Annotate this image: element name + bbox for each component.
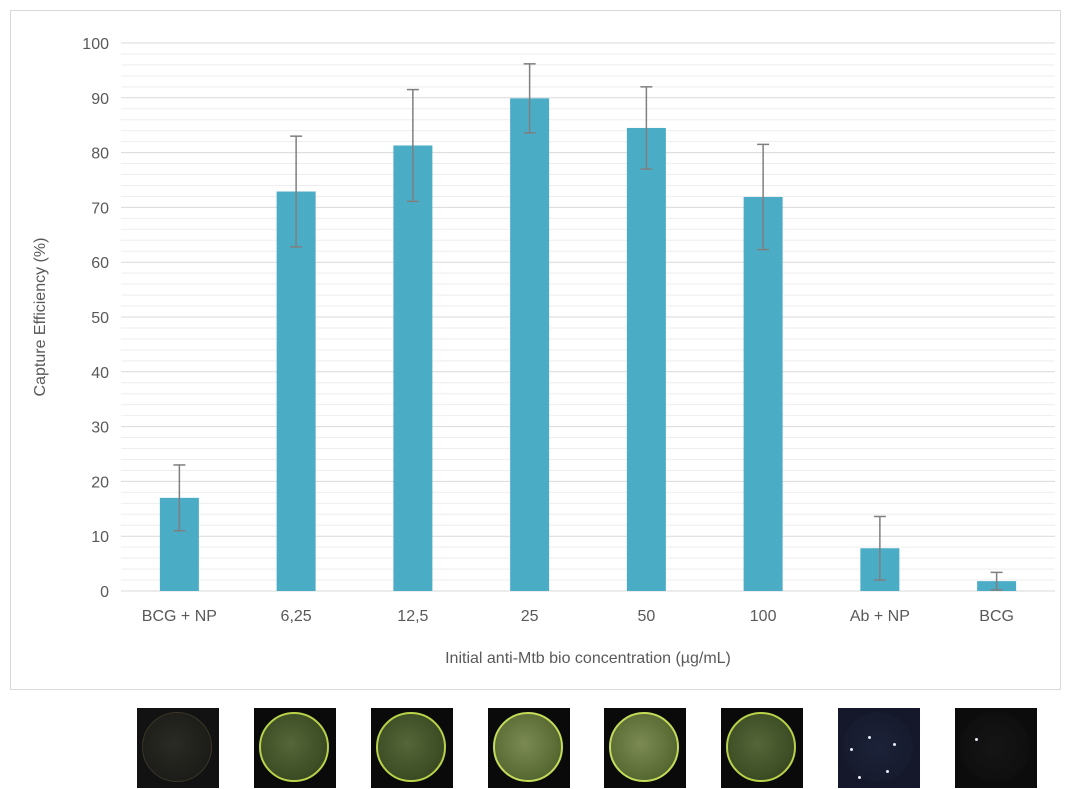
x-tick-label: Ab + NP — [850, 608, 910, 625]
bright-speck — [892, 743, 896, 746]
y-tick-label: 50 — [91, 310, 109, 327]
y-axis-title: Capture Efficiency (%) — [32, 238, 49, 397]
y-tick-label: 90 — [91, 91, 109, 108]
petri-dish-image — [492, 712, 563, 782]
bar — [393, 145, 433, 591]
bar — [276, 191, 316, 591]
x-tick-label: 25 — [521, 608, 539, 625]
sample-thumbnail — [837, 708, 920, 788]
y-tick-label: 60 — [91, 255, 109, 272]
error-bar — [406, 88, 419, 203]
y-tick-label: 100 — [82, 36, 109, 53]
y-tick-label: 80 — [91, 146, 109, 163]
error-bar — [290, 135, 303, 248]
error-bar — [757, 143, 770, 251]
x-tick-label: 6,25 — [281, 608, 312, 625]
chart-frame: 0 10 20 30 40 50 60 70 80 90 100 BCG + NP 6,25 12,5 2… — [10, 10, 1061, 690]
bar — [510, 98, 550, 592]
y-tick-label: 20 — [91, 474, 109, 491]
sample-thumbnail — [721, 708, 804, 788]
grid-lines — [121, 42, 1055, 592]
petri-dish-image — [142, 712, 213, 782]
y-tick-label: 30 — [91, 420, 109, 437]
sample-thumbnail — [954, 708, 1037, 788]
error-bar — [640, 86, 653, 170]
error-bar — [873, 515, 886, 581]
error-bars — [173, 63, 1003, 591]
y-tick-label: 70 — [91, 200, 109, 217]
capture-efficiency-chart: 0 10 20 30 40 50 60 70 80 90 100 BCG + NP 6,25 12,5 2… — [32, 36, 1055, 667]
petri-dish-image — [375, 712, 446, 782]
sample-thumbnail — [604, 708, 687, 788]
bright-speck — [867, 736, 871, 739]
petri-dish-image — [842, 712, 913, 782]
error-bar — [523, 63, 536, 134]
sample-thumbnail — [137, 708, 220, 788]
bar — [743, 196, 783, 591]
sample-thumbnail — [487, 708, 570, 788]
y-axis-ticks: 0 10 20 30 40 50 60 70 80 90 100 — [82, 36, 109, 601]
bars — [159, 98, 1017, 592]
x-tick-label: 100 — [750, 608, 777, 625]
error-bar — [173, 464, 186, 532]
y-tick-label: 10 — [91, 529, 109, 546]
bright-speck — [885, 770, 889, 773]
sample-thumbnail — [370, 708, 453, 788]
bright-speck — [857, 776, 861, 779]
y-tick-label: 0 — [100, 584, 109, 601]
petri-dish-image — [259, 712, 330, 782]
petri-dish-image — [609, 712, 680, 782]
bright-speck — [849, 748, 853, 751]
petri-dish-image — [959, 712, 1030, 782]
x-tick-label: BCG — [979, 608, 1014, 625]
y-tick-label: 40 — [91, 365, 109, 382]
x-axis-ticks: BCG + NP 6,25 12,5 25 50 100 Ab + NP BCG — [142, 608, 1014, 625]
error-bar — [990, 571, 1003, 591]
x-tick-label: BCG + NP — [142, 608, 217, 625]
x-axis-title: Initial anti-Mtb bio concentration (µg/m… — [445, 650, 731, 667]
bright-speck — [974, 738, 978, 741]
x-tick-label: 50 — [637, 608, 655, 625]
sample-thumbnail — [254, 708, 337, 788]
x-tick-label: 12,5 — [397, 608, 428, 625]
petri-dish-image — [726, 712, 797, 782]
bar — [626, 127, 666, 591]
